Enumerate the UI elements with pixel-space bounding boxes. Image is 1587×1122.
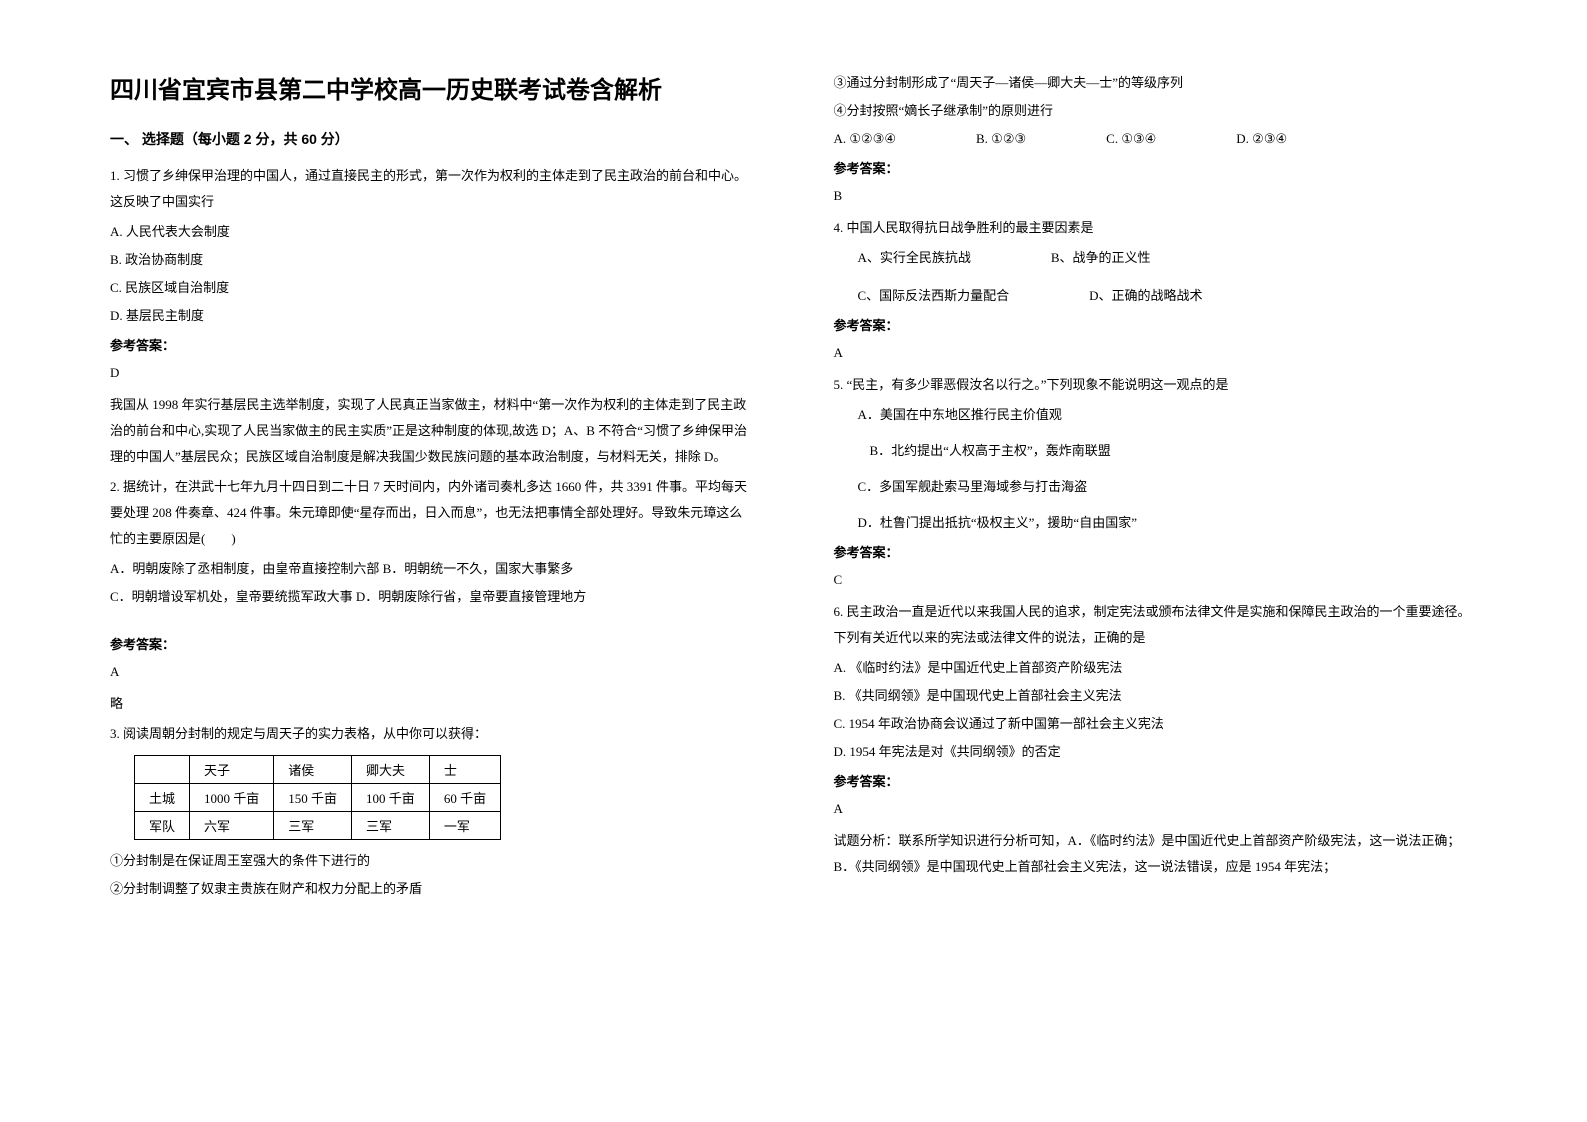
right-column: ③通过分封制形成了“周天子—诸侯—卿大夫—士”的等级序列 ④分封按照“嫡长子继承… [794,70,1498,1052]
q3-choices: A. ①②③④ B. ①②③ C. ①③④ D. ②③④ [834,126,1478,152]
q1-explain: 我国从 1998 年实行基层民主选举制度，实现了人民真正当家做主，材料中“第一次… [110,392,754,470]
q5-opt-c: C．多国军舰赴索马里海域参与打击海盗 [834,474,1478,500]
table-row: 土城 1000 千亩 150 千亩 100 千亩 60 千亩 [135,784,501,812]
td-land-label: 土城 [135,784,190,812]
q4-row1: A、实行全民族抗战 B、战争的正义性 [834,245,1478,271]
q6-opt-a: A. 《临时约法》是中国近代史上首部资产阶级宪法 [834,655,1478,681]
q3-answer-label: 参考答案： [834,158,1478,177]
table-row: 天子 诸侯 卿大夫 士 [135,756,501,784]
q4-opt-d: D、正确的战略战术 [1089,283,1202,309]
q4-opt-c: C、国际反法西斯力量配合 [858,283,1010,309]
th-qingdafu: 卿大夫 [352,756,430,784]
q1-opt-b: B. 政治协商制度 [110,247,754,273]
q5-answer-label: 参考答案： [834,542,1478,561]
q1-opt-a: A. 人民代表大会制度 [110,219,754,245]
q2-opt-cd: C．明朝增设军机处，皇帝要统揽军政大事 D．明朝废除行省，皇帝要直接管理地方 [110,584,754,610]
q5-stem: 5. “民主，有多少罪恶假汝名以行之。”下列现象不能说明这一观点的是 [834,372,1478,398]
q6-opt-b: B. 《共同纲领》是中国现代史上首部社会主义宪法 [834,683,1478,709]
q2-answer: A [110,659,754,685]
q5-opt-a: A．美国在中东地区推行民主价值观 [834,402,1478,428]
q3-table: 天子 诸侯 卿大夫 士 土城 1000 千亩 150 千亩 100 千亩 60 … [134,755,501,840]
q5-answer: C [834,567,1478,593]
q3-answer: B [834,183,1478,209]
th-tianzi: 天子 [190,756,274,784]
q2-explain: 略 [110,691,754,717]
q4-stem: 4. 中国人民取得抗日战争胜利的最主要因素是 [834,215,1478,241]
td-army-4: 一军 [429,812,500,840]
td-army-3: 三军 [352,812,430,840]
q5-opt-d: D．杜鲁门提出抵抗“极权主义”，援助“自由国家” [834,510,1478,536]
q3-opt-d: D. ②③④ [1236,126,1287,152]
th-blank [135,756,190,784]
q6-answer: A [834,796,1478,822]
th-zhuhou: 诸侯 [274,756,352,784]
table-row: 军队 六军 三军 三军 一军 [135,812,501,840]
td-land-3: 100 千亩 [352,784,430,812]
q2-answer-label: 参考答案： [110,634,754,653]
q3-s1: ①分封制是在保证周王室强大的条件下进行的 [110,848,754,874]
q3-s2: ②分封制调整了奴隶主贵族在财产和权力分配上的矛盾 [110,876,754,902]
td-army-label: 军队 [135,812,190,840]
q4-opt-b: B、战争的正义性 [1051,245,1151,271]
q2-opt-ab: A．明朝废除了丞相制度，由皇帝直接控制六部 B．明朝统一不久，国家大事繁多 [110,556,754,582]
q1-stem: 1. 习惯了乡绅保甲治理的中国人，通过直接民主的形式，第一次作为权利的主体走到了… [110,163,754,215]
td-army-2: 三军 [274,812,352,840]
q1-opt-c: C. 民族区域自治制度 [110,275,754,301]
th-shi: 士 [429,756,500,784]
td-army-1: 六军 [190,812,274,840]
td-land-4: 60 千亩 [429,784,500,812]
q1-opt-d: D. 基层民主制度 [110,303,754,329]
q6-explain: 试题分析：联系所学知识进行分析可知，A．《临时约法》是中国近代史上首部资产阶级宪… [834,828,1478,880]
td-land-1: 1000 千亩 [190,784,274,812]
q4-opt-a: A、实行全民族抗战 [858,245,971,271]
q3-s4: ④分封按照“嫡长子继承制”的原则进行 [834,98,1478,124]
q3-opt-b: B. ①②③ [976,126,1026,152]
q2-stem: 2. 据统计，在洪武十七年九月十四日到二十日 7 天时间内，内外诸司奏札多达 1… [110,474,754,552]
q4-answer: A [834,340,1478,366]
q6-answer-label: 参考答案： [834,771,1478,790]
q4-answer-label: 参考答案： [834,315,1478,334]
q3-opt-c: C. ①③④ [1106,126,1156,152]
left-column: 四川省宜宾市县第二中学校高一历史联考试卷含解析 一、 选择题（每小题 2 分，共… [90,70,794,1052]
q6-opt-d: D. 1954 年宪法是对《共同纲领》的否定 [834,739,1478,765]
q3-s3: ③通过分封制形成了“周天子—诸侯—卿大夫—士”的等级序列 [834,70,1478,96]
q3-opt-a: A. ①②③④ [834,126,897,152]
q6-stem: 6. 民主政治一直是近代以来我国人民的追求，制定宪法或颁布法律文件是实施和保障民… [834,599,1478,651]
q1-answer: D [110,360,754,386]
page-title: 四川省宜宾市县第二中学校高一历史联考试卷含解析 [110,70,754,105]
section1-heading: 一、 选择题（每小题 2 分，共 60 分） [110,129,754,149]
q4-row2: C、国际反法西斯力量配合 D、正确的战略战术 [834,283,1478,309]
q5-opt-b: B．北约提出“人权高于主权”，轰炸南联盟 [834,438,1478,464]
q1-answer-label: 参考答案： [110,335,754,354]
q6-opt-c: C. 1954 年政治协商会议通过了新中国第一部社会主义宪法 [834,711,1478,737]
td-land-2: 150 千亩 [274,784,352,812]
q3-stem: 3. 阅读周朝分封制的规定与周天子的实力表格，从中你可以获得： [110,721,754,747]
